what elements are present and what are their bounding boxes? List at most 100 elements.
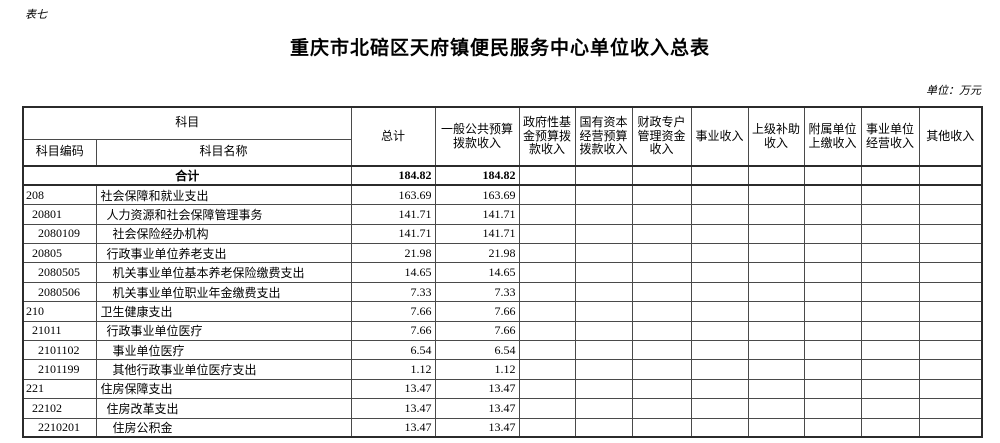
- table-row: 合计 184.82 184.82: [22, 165, 983, 187]
- cell-empty: [690, 378, 749, 400]
- cell-empty: [574, 398, 633, 419]
- cell-empty: [747, 320, 805, 342]
- cell-value: 13.47: [350, 417, 436, 438]
- cell-subject-name: 卫生健康支出: [95, 301, 352, 322]
- cell-subject-code: 2080505: [22, 262, 97, 283]
- cell-empty: [574, 417, 633, 438]
- cell-subject-name: 社会保险经办机构: [95, 223, 352, 245]
- cell-empty: [803, 320, 862, 342]
- cell-value: 13.47: [434, 378, 520, 400]
- cell-empty: [918, 417, 983, 438]
- cell-empty: [690, 243, 749, 264]
- cell-empty: [918, 320, 983, 342]
- cell-subject-code: 2101102: [22, 340, 97, 361]
- cell-empty: [690, 184, 749, 206]
- cell-value: 7.33: [350, 281, 436, 303]
- cell-subject-name: 人力资源和社会保障管理事务: [95, 204, 352, 225]
- cell-empty: [918, 281, 983, 303]
- cell-subject-name: 行政事业单位医疗: [95, 320, 352, 342]
- cell-empty: [631, 359, 692, 380]
- cell-subject-code: 210: [22, 301, 97, 322]
- cell-empty: [918, 223, 983, 245]
- header-general-public-budget: 一般公共预算拨款收入: [434, 106, 520, 167]
- cell-empty: [803, 417, 862, 438]
- cell-empty: [803, 378, 862, 400]
- cell-empty: [860, 281, 920, 303]
- cell-value: 141.71: [350, 223, 436, 245]
- cell-empty: [747, 340, 805, 361]
- cell-empty: [690, 398, 749, 419]
- cell-empty: [631, 301, 692, 322]
- corner-label: 表七: [25, 8, 47, 21]
- cell-empty: [803, 398, 862, 419]
- cell-subject-code: 22102: [22, 398, 97, 419]
- cell-empty: [803, 340, 862, 361]
- cell-empty: [747, 281, 805, 303]
- cell-empty: [918, 243, 983, 264]
- cell-empty: [631, 223, 692, 245]
- cell-subject-code: 221: [22, 378, 97, 400]
- cell-empty: [518, 243, 576, 264]
- cell-empty: [803, 281, 862, 303]
- header-government-fund-budget: 政府性基金预算拨款收入: [518, 106, 576, 167]
- cell-empty: [747, 359, 805, 380]
- cell-value: 14.65: [350, 262, 436, 283]
- table-row: 2080506 机关事业单位职业年金缴费支出 7.33 7.33: [22, 281, 983, 303]
- cell-empty: [690, 320, 749, 342]
- cell-empty: [860, 184, 920, 206]
- income-summary-table: 科目 总计 一般公共预算拨款收入 政府性基金预算拨款收入 国有资本经营预算拨款收…: [22, 106, 984, 439]
- cell-empty: [631, 320, 692, 342]
- cell-value: 7.66: [350, 301, 436, 322]
- cell-empty: [690, 340, 749, 361]
- cell-empty: [860, 165, 920, 187]
- cell-empty: [518, 320, 576, 342]
- cell-empty: [631, 417, 692, 438]
- cell-empty: [747, 243, 805, 264]
- cell-value: 141.71: [434, 204, 520, 225]
- cell-empty: [860, 398, 920, 419]
- unit-note: 单位：万元: [926, 84, 981, 97]
- cell-empty: [803, 301, 862, 322]
- cell-subject-code: 2101199: [22, 359, 97, 380]
- page-title: 重庆市北碚区天府镇便民服务中心单位收入总表: [289, 38, 710, 59]
- cell-empty: [574, 320, 633, 342]
- table-row: 20801 人力资源和社会保障管理事务 141.71 141.71: [22, 204, 983, 225]
- cell-value: 7.66: [434, 301, 520, 322]
- cell-empty: [860, 320, 920, 342]
- cell-empty: [631, 281, 692, 303]
- cell-empty: [918, 398, 983, 419]
- cell-subject-name: 事业单位医疗: [95, 340, 352, 361]
- cell-empty: [631, 243, 692, 264]
- cell-empty: [518, 301, 576, 322]
- cell-empty: [918, 301, 983, 322]
- cell-empty: [690, 301, 749, 322]
- table-row: 2080109 社会保险经办机构 141.71 141.71: [22, 223, 983, 245]
- cell-empty: [574, 301, 633, 322]
- cell-empty: [803, 359, 862, 380]
- header-fiscal-special-account: 财政专户管理资金收入: [631, 106, 692, 167]
- header-row-1: 科目 总计 一般公共预算拨款收入 政府性基金预算拨款收入 国有资本经营预算拨款收…: [22, 106, 983, 167]
- cell-subject-name: 其他行政事业单位医疗支出: [95, 359, 352, 380]
- header-subordinate-remittance: 附属单位上缴收入: [803, 106, 862, 167]
- cell-value: 13.47: [350, 378, 436, 400]
- cell-value: 163.69: [350, 184, 436, 206]
- cell-empty: [631, 398, 692, 419]
- cell-empty: [631, 184, 692, 206]
- cell-empty: [518, 398, 576, 419]
- cell-empty: [918, 165, 983, 187]
- cell-subject-code: 20805: [22, 243, 97, 264]
- cell-empty: [574, 359, 633, 380]
- header-subject-code: 科目编码: [22, 138, 97, 167]
- cell-empty: [918, 262, 983, 283]
- cell-empty: [747, 398, 805, 419]
- header-state-capital-budget: 国有资本经营预算拨款收入: [574, 106, 633, 167]
- cell-empty: [747, 184, 805, 206]
- cell-empty: [518, 359, 576, 380]
- cell-value: 184.82: [434, 165, 520, 187]
- cell-empty: [518, 165, 576, 187]
- cell-value: 13.47: [434, 398, 520, 419]
- cell-empty: [690, 359, 749, 380]
- cell-subject-name: 机关事业单位职业年金缴费支出: [95, 281, 352, 303]
- cell-empty: [803, 262, 862, 283]
